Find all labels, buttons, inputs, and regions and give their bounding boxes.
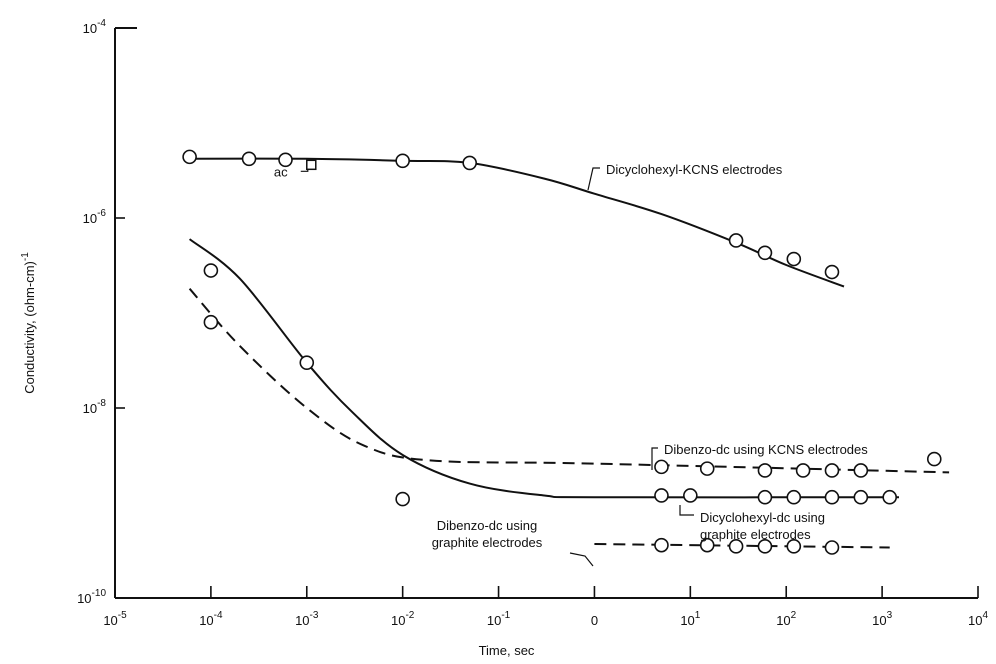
data-point bbox=[824, 264, 840, 280]
data-point bbox=[795, 463, 811, 478]
x-tick-label: 104 bbox=[968, 610, 988, 628]
data-point bbox=[824, 489, 840, 505]
data-point bbox=[824, 540, 840, 555]
x-tick-label: 101 bbox=[680, 610, 700, 628]
data-point bbox=[882, 489, 898, 505]
data-point bbox=[926, 451, 942, 467]
data-point bbox=[824, 463, 840, 478]
x-tick-label: 10-4 bbox=[199, 610, 223, 628]
data-point bbox=[203, 263, 219, 278]
data-point bbox=[278, 152, 293, 168]
data-point bbox=[654, 488, 669, 503]
y-tick-label: 10-4 bbox=[83, 18, 107, 36]
label-leader-line bbox=[587, 167, 600, 191]
data-point bbox=[241, 151, 257, 167]
x-axis-title: Time, sec bbox=[479, 643, 535, 658]
series-dibenzo-dc-using-kcns-electrodes bbox=[188, 288, 950, 478]
x-tick-label: 0 bbox=[591, 613, 598, 628]
series-line bbox=[594, 543, 890, 549]
series-line bbox=[189, 157, 845, 288]
data-point bbox=[699, 537, 715, 553]
series-layer bbox=[182, 149, 950, 555]
y-tick-label: 10-10 bbox=[77, 588, 106, 606]
data-point bbox=[699, 461, 715, 476]
data-point bbox=[728, 539, 744, 554]
series-label-text: Dicyclohexyl-KCNS electrodes bbox=[606, 162, 783, 177]
label-leader-line bbox=[569, 552, 594, 567]
y-axis-title: Conductivity, (ohm-cm)-1 bbox=[20, 252, 37, 394]
series-line bbox=[188, 288, 950, 474]
ac-square-marker bbox=[306, 159, 317, 171]
label-leader-line bbox=[651, 447, 658, 470]
x-tick-label: 10-3 bbox=[295, 610, 319, 628]
ac-leader-line bbox=[300, 169, 309, 172]
data-point bbox=[395, 153, 410, 169]
data-point bbox=[786, 251, 802, 267]
series-label-3: Dicyclohexyl-dc using graphite electrodes bbox=[679, 505, 825, 542]
series-label-4: Dibenzo-dc using graphite electrodes bbox=[432, 518, 594, 567]
x-tick-label: 102 bbox=[776, 610, 796, 628]
series-dicyclohexyl-dc-using-graphite-electrodes bbox=[188, 238, 900, 505]
series-label-text: Dibenzo-dc using graphite electrodes bbox=[432, 518, 543, 550]
data-point bbox=[786, 489, 802, 505]
data-point bbox=[299, 355, 315, 370]
data-point bbox=[462, 155, 477, 171]
data-point bbox=[786, 539, 802, 554]
y-tick-label: 10-6 bbox=[83, 208, 107, 226]
data-point bbox=[203, 314, 219, 330]
series-label-2: Dibenzo-dc using KCNS electrodes bbox=[651, 442, 868, 470]
data-point bbox=[728, 233, 744, 248]
x-tick-label: 10-5 bbox=[103, 610, 127, 628]
data-point bbox=[757, 489, 773, 505]
x-tick-label: 103 bbox=[872, 610, 892, 628]
series-dibenzo-dc-using-graphite-electrodes bbox=[395, 491, 890, 555]
data-point bbox=[182, 149, 197, 165]
series-label-text: Dibenzo-dc using KCNS electrodes bbox=[664, 442, 868, 457]
label-leader-line bbox=[679, 505, 694, 516]
data-point bbox=[395, 491, 410, 507]
data-point bbox=[757, 539, 773, 554]
data-point bbox=[853, 489, 869, 505]
data-point bbox=[853, 463, 869, 478]
data-point bbox=[757, 245, 773, 261]
data-point bbox=[654, 459, 669, 475]
axes: 10-5 10-4 10-3 10-2 10-1 0 101 102 103 10410-1010… bbox=[77, 18, 988, 628]
series-label-1: Dicyclohexyl-KCNS electrodes bbox=[587, 162, 783, 191]
chart-labels: Time, sec Conductivity, (ohm-cm)-1 ac Dicyc… bbox=[20, 159, 868, 658]
series-line bbox=[188, 238, 900, 499]
x-tick-label: 10-1 bbox=[487, 610, 511, 628]
data-point bbox=[757, 463, 773, 478]
data-point bbox=[683, 488, 698, 503]
y-tick-label: 10-8 bbox=[83, 398, 107, 416]
series-label-text: Dicyclohexyl-dc using graphite electrodes bbox=[700, 510, 825, 542]
data-point bbox=[654, 537, 669, 553]
ac-label: ac bbox=[274, 164, 288, 179]
series-dicyclohexyl-kcns-electrodes bbox=[182, 149, 845, 288]
x-tick-label: 10-2 bbox=[391, 610, 415, 628]
